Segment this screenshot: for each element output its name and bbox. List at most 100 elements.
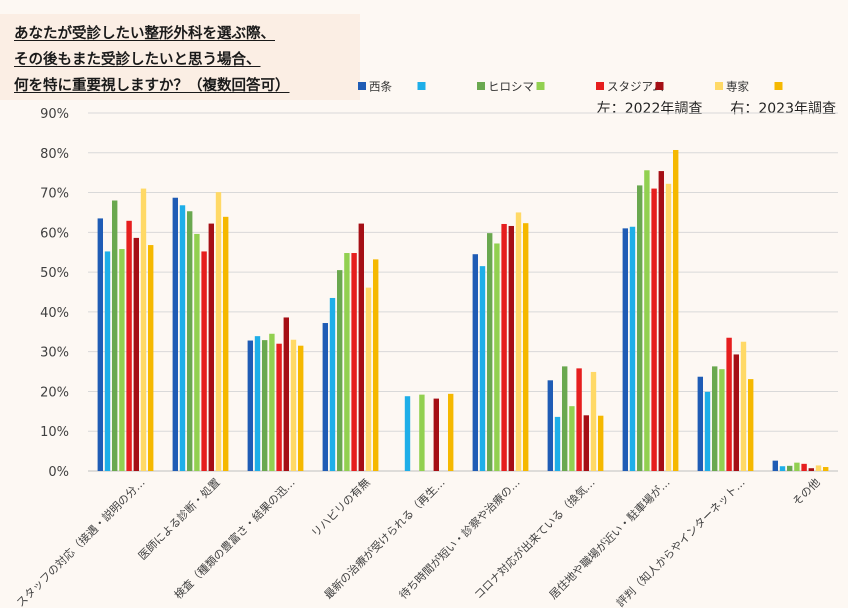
bar bbox=[801, 463, 807, 471]
bar bbox=[523, 223, 529, 471]
bar bbox=[651, 188, 657, 471]
bar bbox=[598, 415, 604, 471]
bar bbox=[172, 197, 178, 472]
bar bbox=[487, 233, 493, 471]
bar bbox=[148, 245, 154, 471]
legend-layer: 西条 ヒロシマ スタジアム 専家 bbox=[358, 80, 783, 94]
title-line-3: 何を特に重要視しますか？（複数回答可） bbox=[14, 78, 290, 94]
x-tick-label: 待ち時間が短い・診察や治療の… bbox=[396, 475, 523, 602]
bar bbox=[554, 416, 561, 471]
bar bbox=[508, 225, 514, 471]
bar bbox=[562, 366, 568, 471]
bar bbox=[119, 249, 125, 471]
bar bbox=[583, 415, 589, 471]
bar bbox=[104, 251, 111, 471]
y-tick-label: 80% bbox=[40, 147, 69, 162]
bar bbox=[637, 185, 643, 471]
bar bbox=[644, 170, 650, 471]
legend-label: 専家 bbox=[726, 80, 749, 94]
legend-swatch bbox=[536, 82, 545, 90]
bar bbox=[779, 466, 786, 471]
bar bbox=[673, 149, 679, 472]
bar bbox=[322, 323, 328, 471]
bar bbox=[262, 340, 268, 471]
legend-swatch bbox=[358, 82, 366, 90]
legend-label: ヒロシマ bbox=[488, 80, 534, 94]
legend-swatch bbox=[774, 82, 783, 90]
y-tick-label: 0% bbox=[48, 465, 69, 480]
legend-swatch bbox=[655, 82, 664, 90]
bar bbox=[329, 297, 336, 471]
bar bbox=[622, 228, 628, 471]
x-tick-label: その他 bbox=[790, 476, 823, 509]
bar bbox=[515, 212, 522, 471]
bar bbox=[590, 371, 597, 471]
bar bbox=[433, 398, 439, 471]
bar bbox=[697, 376, 703, 471]
x-tick-label: リハビリの有無 bbox=[308, 475, 372, 539]
bar bbox=[194, 233, 200, 471]
bar bbox=[112, 200, 118, 471]
bar bbox=[823, 467, 829, 471]
bar bbox=[351, 253, 357, 471]
bar bbox=[704, 391, 711, 471]
bar bbox=[448, 393, 454, 471]
y-tick-label: 70% bbox=[40, 187, 69, 202]
legend-swatch bbox=[417, 82, 426, 90]
x-tick-label: 評判（知人からやインターネット… bbox=[613, 475, 747, 608]
bar bbox=[629, 226, 636, 471]
title-box: あなたが受診したい整形外科を選ぶ際、 その後もまた受診したいと思う場合、 何を特… bbox=[0, 14, 360, 100]
bar bbox=[215, 192, 222, 471]
bar bbox=[712, 366, 718, 471]
bar bbox=[344, 253, 350, 471]
bar bbox=[787, 465, 793, 471]
bar bbox=[133, 237, 139, 471]
legend-label: スタジアム bbox=[607, 80, 664, 94]
bar bbox=[404, 396, 411, 471]
bar bbox=[479, 266, 486, 471]
x-tick-label: 居住地や職場が近い・駐車場が… bbox=[546, 475, 673, 602]
y-tick-label: 20% bbox=[40, 385, 69, 400]
bar bbox=[726, 337, 732, 471]
bar bbox=[808, 468, 814, 471]
x-tick-label: コロナ対応が出来ている（換気… bbox=[471, 475, 598, 602]
bar bbox=[337, 270, 343, 471]
bar bbox=[733, 354, 739, 471]
x-tick-label: 検査（種類の豊富さ・結果の迅… bbox=[171, 475, 298, 602]
bar bbox=[748, 379, 754, 471]
bar bbox=[665, 183, 672, 472]
x-tick-label: 最新の治療が受けられる（再生… bbox=[321, 475, 448, 602]
title-line-1: あなたが受診したい整形外科を選ぶ際、 bbox=[14, 26, 275, 42]
bar bbox=[740, 341, 747, 471]
bar bbox=[815, 465, 822, 471]
bar bbox=[223, 216, 229, 471]
legend-swatch bbox=[715, 82, 723, 90]
title-line-2: その後もまた受診したいと思う場合、 bbox=[14, 52, 261, 68]
bar bbox=[247, 340, 253, 471]
y-tick-label: 30% bbox=[40, 346, 69, 361]
bar bbox=[201, 251, 207, 471]
y-tick-label: 50% bbox=[40, 266, 69, 281]
bar bbox=[276, 343, 282, 471]
bar bbox=[494, 243, 500, 471]
y-tick-label: 40% bbox=[40, 306, 69, 321]
bar bbox=[283, 317, 289, 471]
bar bbox=[501, 223, 507, 471]
grid-layer bbox=[88, 112, 838, 472]
bar bbox=[97, 218, 103, 471]
bar-layer bbox=[97, 149, 829, 472]
bar bbox=[187, 211, 193, 471]
bar bbox=[373, 259, 379, 471]
bar bbox=[419, 394, 425, 471]
bar bbox=[358, 223, 364, 471]
bar bbox=[569, 406, 575, 471]
y-tick-label: 90% bbox=[40, 107, 69, 122]
x-tick-label: 医師による診断・処置 bbox=[135, 475, 222, 562]
bar bbox=[658, 171, 664, 471]
bar bbox=[794, 462, 800, 471]
bar bbox=[208, 223, 214, 471]
x-tick-label: スタッフの対応（接遇・説明の分… bbox=[13, 475, 147, 608]
bar bbox=[140, 188, 147, 471]
